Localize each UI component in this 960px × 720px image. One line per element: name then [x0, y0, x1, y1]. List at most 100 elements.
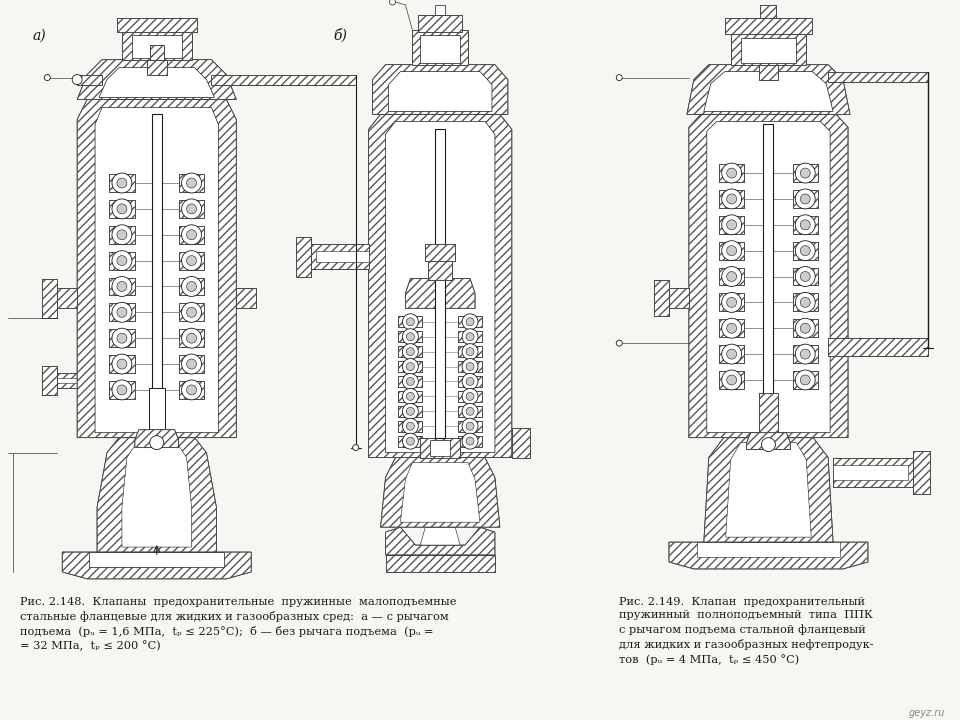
Circle shape	[112, 354, 132, 374]
Polygon shape	[398, 346, 422, 357]
Circle shape	[406, 392, 415, 400]
Polygon shape	[89, 552, 225, 567]
Circle shape	[462, 329, 478, 345]
Polygon shape	[725, 18, 812, 34]
Circle shape	[722, 370, 741, 390]
Polygon shape	[458, 346, 482, 357]
Circle shape	[795, 189, 815, 209]
Polygon shape	[42, 279, 58, 318]
Polygon shape	[400, 462, 480, 522]
Circle shape	[406, 363, 415, 371]
Polygon shape	[793, 268, 818, 285]
Circle shape	[466, 333, 474, 341]
Polygon shape	[134, 430, 179, 448]
Polygon shape	[687, 65, 850, 114]
Polygon shape	[654, 281, 669, 316]
Polygon shape	[689, 114, 848, 438]
Polygon shape	[369, 114, 512, 457]
Polygon shape	[430, 440, 450, 456]
Circle shape	[727, 246, 736, 256]
Circle shape	[801, 194, 810, 204]
Circle shape	[117, 282, 127, 292]
Circle shape	[801, 297, 810, 307]
Circle shape	[466, 408, 474, 415]
Circle shape	[722, 318, 741, 338]
Polygon shape	[77, 60, 236, 99]
Polygon shape	[77, 75, 102, 84]
Circle shape	[406, 408, 415, 415]
Polygon shape	[726, 443, 811, 537]
Circle shape	[186, 359, 197, 369]
Circle shape	[466, 348, 474, 356]
Text: а): а)	[33, 29, 46, 42]
Circle shape	[402, 403, 419, 419]
Circle shape	[462, 374, 478, 390]
Polygon shape	[719, 319, 744, 337]
Polygon shape	[719, 345, 744, 363]
Circle shape	[72, 75, 83, 84]
Polygon shape	[179, 329, 204, 347]
Polygon shape	[458, 376, 482, 387]
Polygon shape	[833, 457, 913, 487]
Polygon shape	[719, 242, 744, 260]
Polygon shape	[458, 391, 482, 402]
Circle shape	[727, 323, 736, 333]
Circle shape	[795, 370, 815, 390]
Polygon shape	[793, 190, 818, 208]
Polygon shape	[109, 226, 134, 243]
Polygon shape	[179, 381, 204, 399]
Circle shape	[722, 344, 741, 364]
Polygon shape	[731, 32, 806, 65]
Circle shape	[181, 251, 202, 271]
Polygon shape	[405, 279, 475, 308]
Circle shape	[117, 385, 127, 395]
Polygon shape	[758, 65, 779, 80]
Circle shape	[117, 333, 127, 343]
Circle shape	[186, 230, 197, 240]
Circle shape	[795, 292, 815, 312]
Circle shape	[801, 271, 810, 282]
Polygon shape	[763, 125, 774, 433]
Polygon shape	[740, 37, 796, 63]
Polygon shape	[372, 65, 508, 114]
Circle shape	[795, 266, 815, 287]
Circle shape	[117, 359, 127, 369]
Circle shape	[402, 314, 419, 330]
Circle shape	[112, 199, 132, 219]
Polygon shape	[122, 30, 192, 60]
Polygon shape	[458, 420, 482, 432]
Polygon shape	[760, 5, 777, 18]
Polygon shape	[913, 451, 929, 495]
Circle shape	[181, 199, 202, 219]
Circle shape	[402, 359, 419, 374]
Circle shape	[722, 189, 741, 209]
Polygon shape	[828, 71, 927, 81]
Polygon shape	[386, 555, 495, 572]
Circle shape	[466, 437, 474, 445]
Circle shape	[402, 418, 419, 434]
Polygon shape	[179, 174, 204, 192]
Polygon shape	[109, 174, 134, 192]
Circle shape	[466, 392, 474, 400]
Polygon shape	[669, 289, 689, 308]
Polygon shape	[386, 527, 495, 555]
Circle shape	[186, 307, 197, 318]
Polygon shape	[458, 436, 482, 446]
Polygon shape	[416, 545, 465, 567]
Circle shape	[462, 343, 478, 359]
Circle shape	[186, 385, 197, 395]
Polygon shape	[109, 355, 134, 373]
Circle shape	[727, 168, 736, 178]
Polygon shape	[109, 303, 134, 321]
Circle shape	[616, 340, 622, 346]
Polygon shape	[719, 294, 744, 311]
Circle shape	[801, 220, 810, 230]
Polygon shape	[58, 373, 97, 388]
Text: Рис. 2.148.  Клапаны  предохранительные  пружинные  малоподъемные
стальные фланц: Рис. 2.148. Клапаны предохранительные пр…	[20, 597, 457, 652]
Circle shape	[801, 349, 810, 359]
Circle shape	[722, 215, 741, 235]
Polygon shape	[152, 114, 161, 438]
Circle shape	[462, 359, 478, 374]
Circle shape	[186, 256, 197, 266]
Circle shape	[112, 225, 132, 245]
